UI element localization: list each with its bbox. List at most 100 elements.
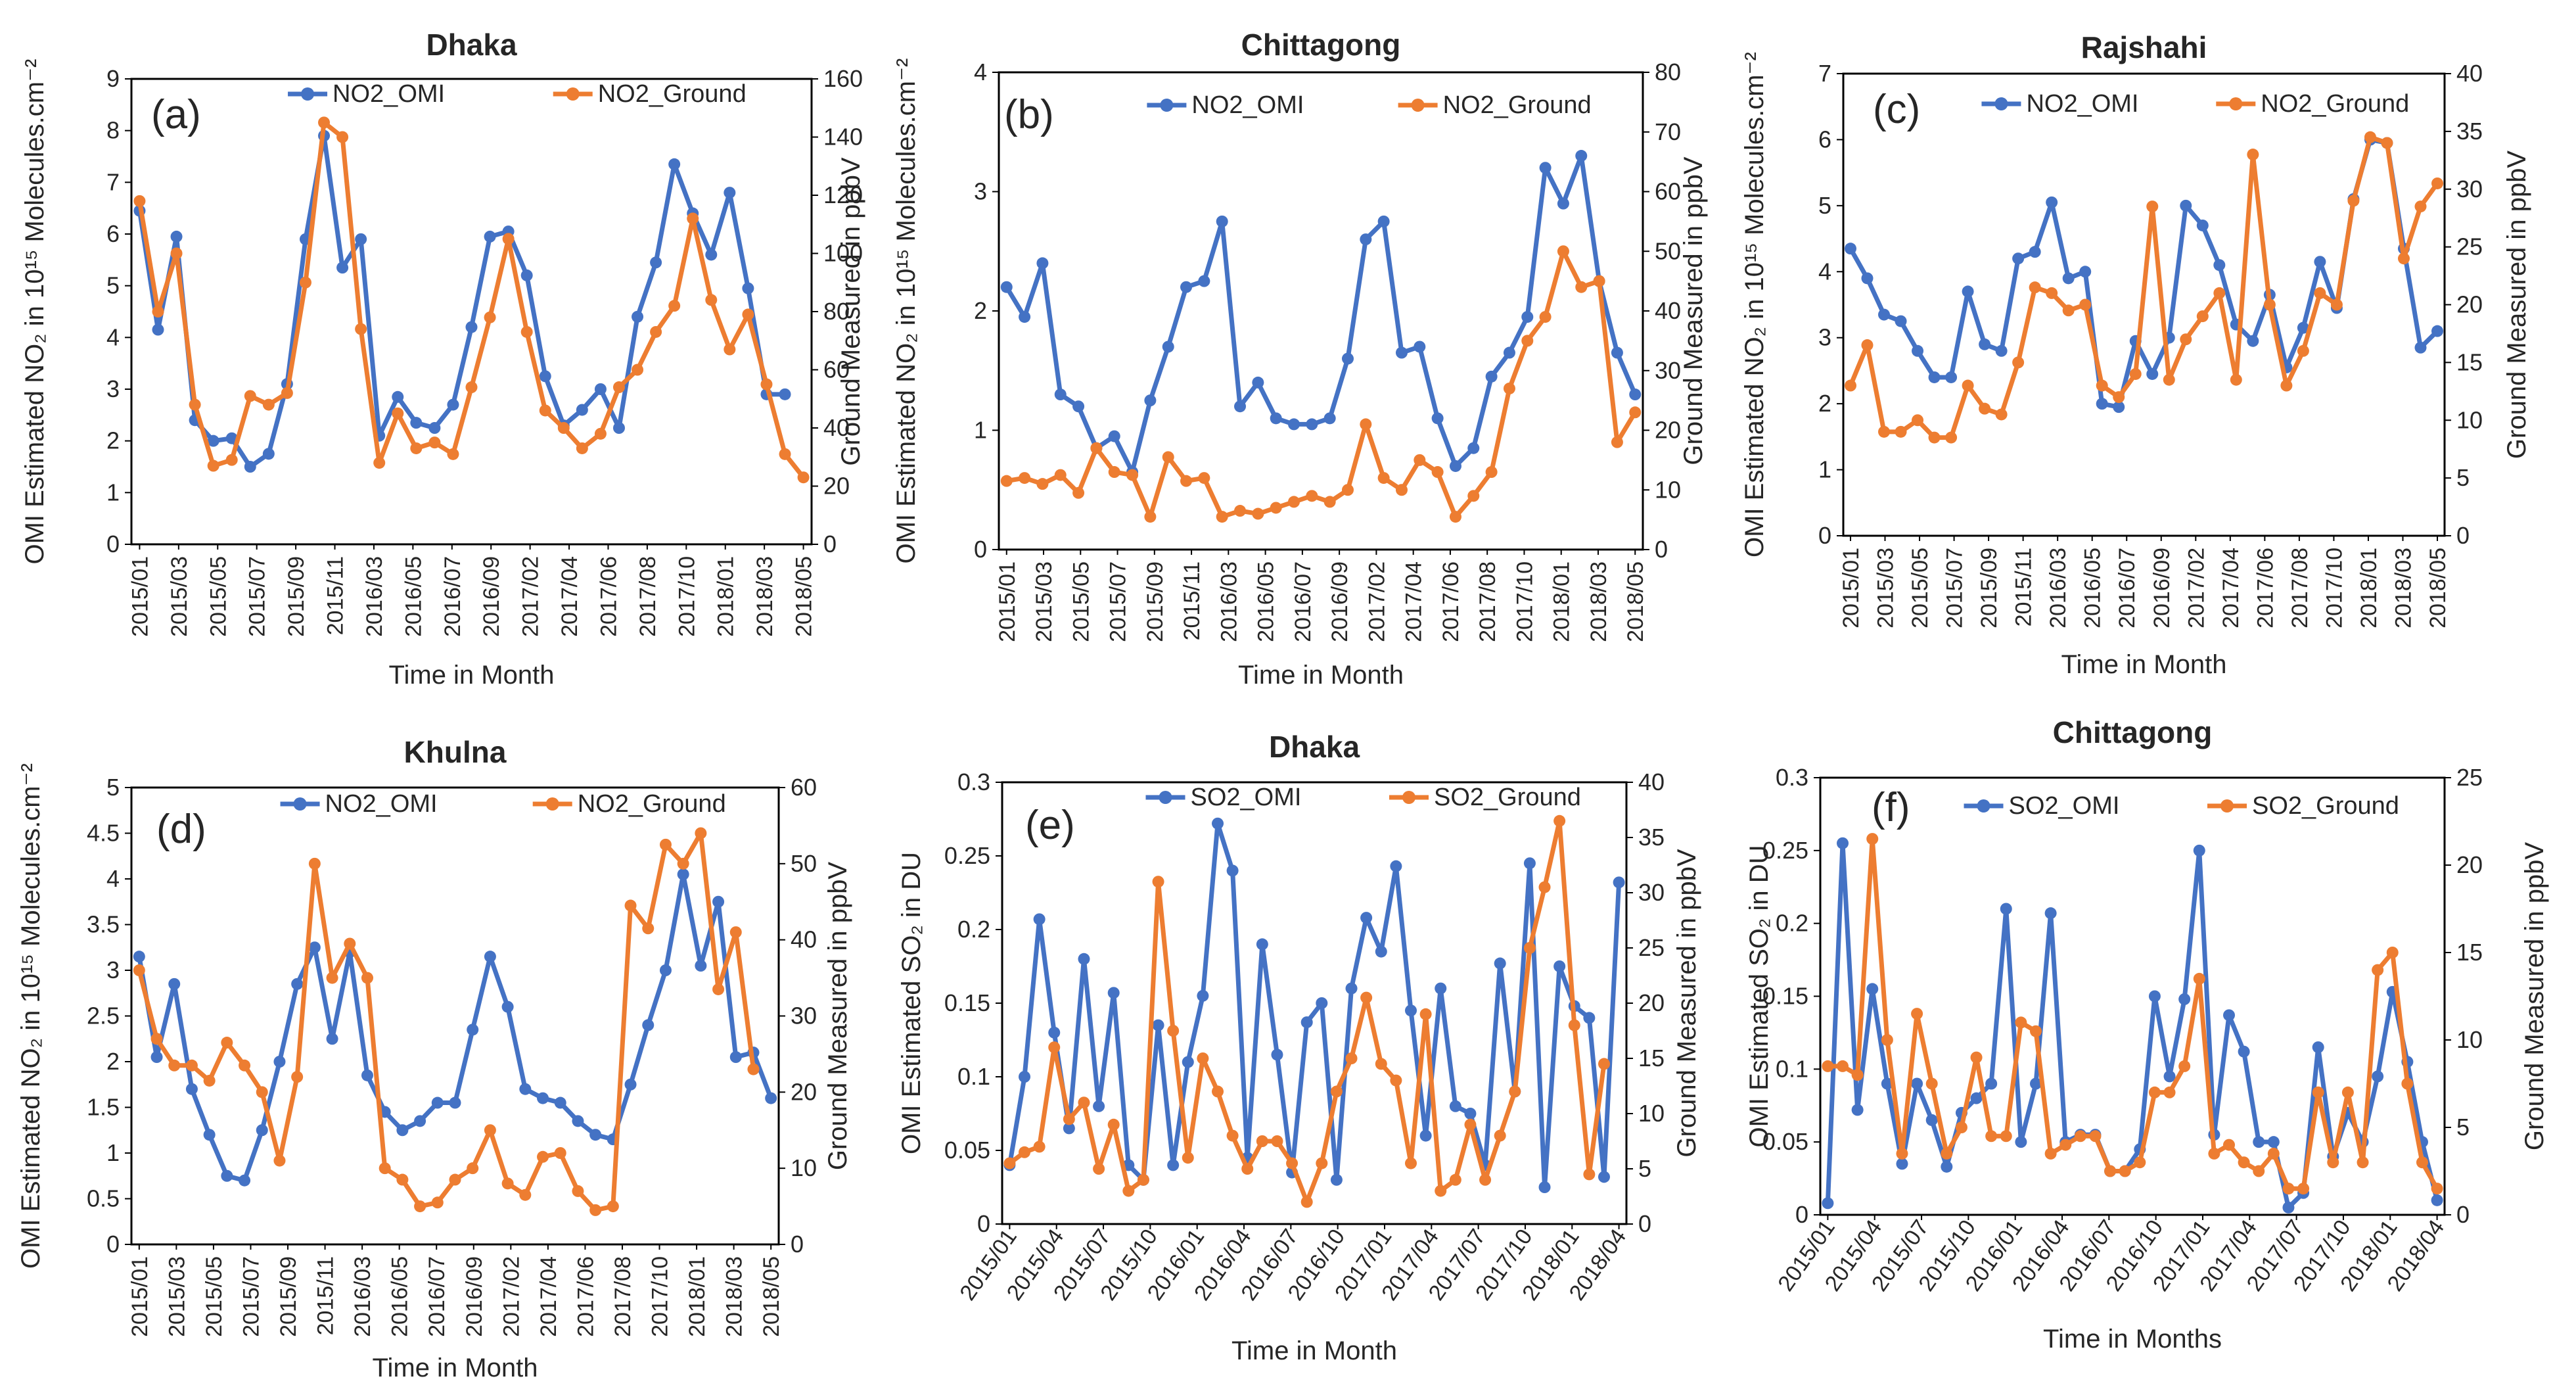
data-point-no2-omi <box>1503 346 1515 359</box>
legend-marker-so2-omi <box>1159 791 1172 804</box>
x-axis-label: Time in Month <box>1238 661 1404 690</box>
y-right-tick-label: 0 <box>1638 1210 1651 1237</box>
x-tick-label: 2015/03 <box>1032 561 1057 642</box>
data-point-no2-ground <box>747 1063 760 1075</box>
y-right-tick-label: 160 <box>823 65 863 92</box>
data-point-so2-ground <box>1152 876 1164 888</box>
legend-marker-no2-omi <box>301 87 315 101</box>
data-point-no2-ground <box>2280 379 2293 392</box>
data-point-so2-ground <box>1048 1041 1061 1054</box>
data-point-no2-omi <box>326 1033 338 1045</box>
y-left-tick-label: 1 <box>974 417 987 444</box>
x-tick-label: 2015/07 <box>245 556 270 637</box>
legend-label-no2-omi: NO2_OMI <box>333 80 445 108</box>
y-right-tick-label: 80 <box>1655 59 1681 85</box>
y-left-tick-label: 0.1 <box>1776 1055 1808 1082</box>
data-point-no2-ground <box>779 448 791 460</box>
data-point-so2-omi <box>1851 1104 1864 1116</box>
data-point-so2-ground <box>1122 1185 1135 1197</box>
data-point-so2-ground <box>2282 1183 2295 1195</box>
data-point-no2-omi <box>612 422 625 434</box>
x-tick-label: 2018/03 <box>1586 561 1611 642</box>
data-point-no2-ground <box>299 276 311 289</box>
data-point-no2-omi <box>1377 215 1390 227</box>
data-point-no2-ground <box>557 422 570 434</box>
y-left-tick-label: 8 <box>106 117 120 144</box>
data-point-no2-ground <box>2397 252 2410 265</box>
chart-title: Dhaka <box>426 28 517 62</box>
data-point-no2-ground <box>133 964 145 976</box>
data-point-no2-ground <box>1162 451 1174 463</box>
data-point-so2-ground <box>1316 1157 1328 1169</box>
y-right-tick-label: 40 <box>823 414 850 441</box>
x-tick-label: 2016/07 <box>440 556 465 637</box>
data-point-no2-omi <box>1575 150 1588 162</box>
chart-panel-f: Chittagong 0 0.05 0.1 0.15 0.2 0.25 0.3 0 5 10 15 20… <box>1745 715 2549 1354</box>
y-right-tick-label: 60 <box>823 356 850 383</box>
y-left-tick-label: 0 <box>106 1231 120 1258</box>
data-point-no2-ground <box>431 1196 444 1209</box>
data-point-no2-omi <box>467 1024 479 1036</box>
data-point-no2-omi <box>1995 344 2008 357</box>
data-point-no2-ground <box>2381 137 2393 149</box>
data-point-so2-ground <box>1404 1157 1417 1169</box>
y-right-tick-label: 30 <box>2456 176 2483 202</box>
x-tick-label: 2016/07 <box>425 1256 449 1337</box>
y-right-axis-label: Ground Measured in ppbV <box>823 862 852 1171</box>
data-point-so2-ground <box>1523 942 1536 954</box>
y-right-tick-label: 20 <box>1638 989 1665 1016</box>
data-point-so2-ground <box>1911 1008 1923 1020</box>
data-point-no2-ground <box>1878 425 1891 438</box>
y-right-tick-label: 30 <box>1638 879 1665 906</box>
series-line-so2-omi <box>1007 821 1622 1190</box>
y-right-tick-label: 50 <box>791 850 817 877</box>
x-tick-label: 2018/01 <box>2357 548 2381 628</box>
data-point-no2-omi <box>1288 418 1300 431</box>
data-point-no2-omi <box>1216 215 1228 227</box>
y-right-tick-label: 0 <box>2456 1201 2470 1228</box>
series-line-so2-ground <box>1008 818 1607 1204</box>
plot-frame <box>130 78 813 546</box>
x-tick-label: 2017/08 <box>635 556 660 637</box>
y-left-tick-label: 3 <box>1818 324 1831 351</box>
x-tick-label: 2016/09 <box>479 556 504 637</box>
data-point-no2-omi <box>632 310 644 323</box>
y-left-tick-label: 1 <box>106 479 120 506</box>
data-point-no2-omi <box>537 1092 549 1104</box>
x-tick-label: 2017/04 <box>536 1256 561 1337</box>
y-left-tick-label: 1 <box>1818 456 1831 483</box>
data-point-no2-omi <box>2297 321 2309 334</box>
data-point-so2-ground <box>1360 991 1373 1004</box>
data-point-no2-ground <box>1180 475 1193 487</box>
data-point-so2-ground <box>2297 1183 2310 1195</box>
data-point-no2-omi <box>677 868 689 881</box>
data-point-no2-ground <box>410 442 423 454</box>
data-point-no2-omi <box>207 435 219 447</box>
data-point-no2-ground <box>467 1162 479 1175</box>
legend-marker-no2-omi <box>1994 97 2008 110</box>
data-point-no2-ground <box>2096 379 2108 392</box>
data-point-no2-omi <box>410 417 423 429</box>
panel-label: (c) <box>1873 87 1920 132</box>
y-right-tick-label: 25 <box>1638 934 1665 961</box>
data-point-no2-ground <box>256 1086 268 1098</box>
data-point-no2-ground <box>632 364 644 376</box>
data-point-no2-omi <box>355 233 367 245</box>
data-point-no2-omi <box>501 1001 514 1013</box>
data-point-so2-ground <box>2341 1086 2354 1098</box>
data-point-so2-ground <box>2357 1156 2369 1169</box>
data-point-no2-ground <box>1414 454 1426 466</box>
data-point-so2-omi <box>1970 1092 1983 1104</box>
data-point-no2-ground <box>2163 373 2175 386</box>
data-point-so2-ground <box>1330 1085 1343 1098</box>
x-tick-label: 2015/09 <box>1977 548 2002 628</box>
data-point-no2-ground <box>2079 298 2092 311</box>
data-point-no2-ground <box>1341 484 1354 496</box>
y-right-tick-label: 50 <box>1655 237 1681 264</box>
data-point-so2-omi <box>1925 1114 1938 1126</box>
data-point-so2-omi <box>2267 1136 2280 1148</box>
data-point-so2-ground <box>1375 1058 1387 1070</box>
x-tick-label: 2015/07 <box>239 1256 264 1337</box>
data-point-no2-omi <box>244 461 256 473</box>
data-point-so2-ground <box>1286 1157 1299 1169</box>
